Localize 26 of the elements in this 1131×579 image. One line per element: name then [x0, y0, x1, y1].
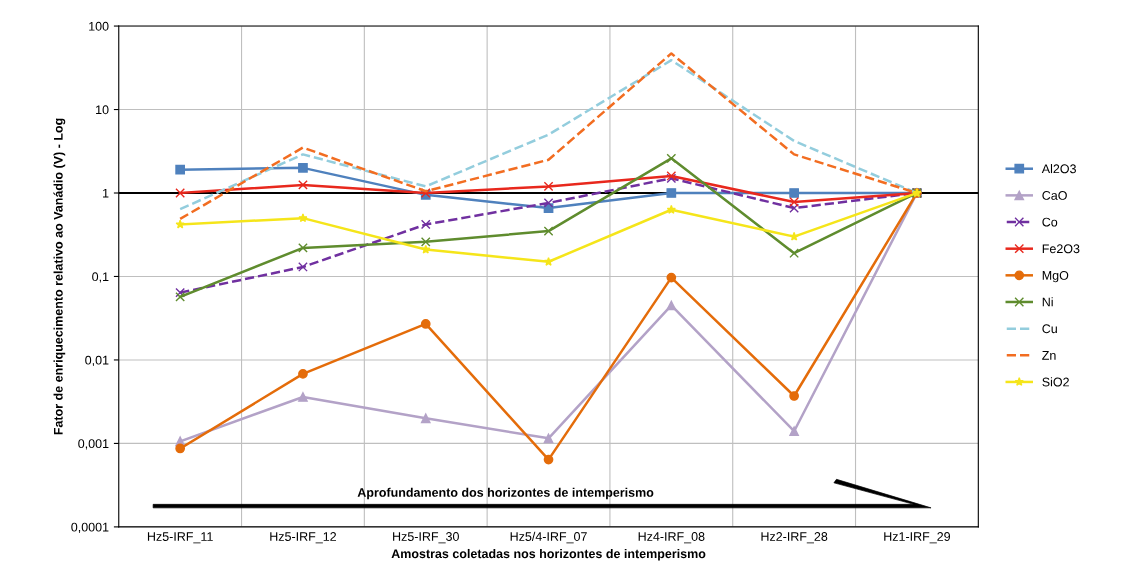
legend-label: Al2O3 [1041, 164, 1076, 174]
legend-label: SiO2 [1042, 377, 1069, 387]
legend-label: Zn [1042, 351, 1056, 360]
legend-label: CaO [1042, 191, 1067, 200]
legend-label: MgO [1042, 270, 1069, 283]
legend-label: Cu [1042, 324, 1057, 334]
y-tick-label: 0,1 [92, 272, 109, 283]
x-tick-label: Hz4-IRF_08 [638, 532, 705, 544]
y-tick-label: 0,0001 [71, 522, 109, 534]
y-axis-title: Fator de enriquecimento relativo ao Vanádio (V) - Log [53, 118, 66, 435]
y-tick-label: 10 [96, 105, 109, 115]
legend-label: Co [1042, 217, 1058, 227]
x-axis-title: Amostras coletadas nos horizontes de intemperismo [391, 548, 706, 561]
x-tick-label: Hz5-IRF_30 [393, 532, 459, 544]
legend-label: Ni [1042, 297, 1053, 307]
y-tick-label: 0,01 [85, 355, 109, 367]
x-tick-label: Hz5/4-IRF_07 [510, 531, 587, 544]
y-tick-label: 0,001 [78, 439, 109, 450]
annotation: Aprofundamento dos horizontes de intemperismo [357, 487, 654, 500]
legend-label: Fe2O3 [1042, 244, 1080, 254]
x-tick-label: Hz1-IRF_29 [884, 532, 951, 544]
x-tick-label: Hz2-IRF_28 [761, 532, 828, 544]
y-tick-label: 100 [89, 21, 109, 31]
y-tick-label: 1 [103, 188, 109, 198]
x-tick-label: Hz5-IRF_11 [147, 532, 213, 544]
x-tick-label: Hz5-IRF_12 [270, 532, 337, 544]
